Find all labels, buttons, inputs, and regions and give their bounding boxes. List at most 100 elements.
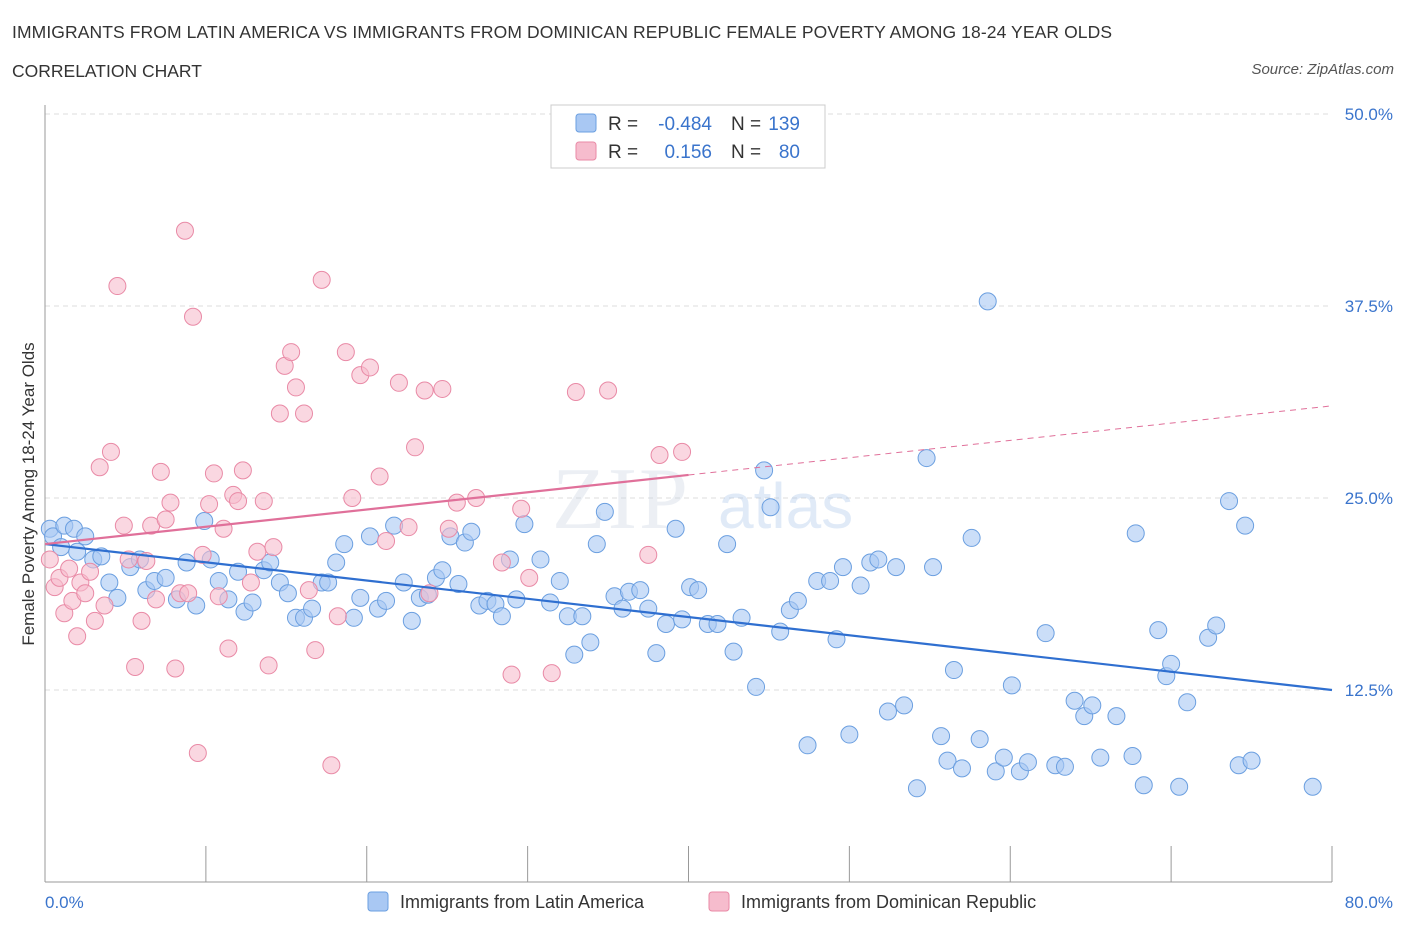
latin-america-point-115 (1002, 676, 1021, 695)
stats-r-label-blue: R = (608, 114, 638, 135)
latin-america-point-29 (278, 584, 297, 603)
dominican-republic-point-55 (336, 343, 355, 362)
dominican-republic-point-21 (147, 590, 166, 609)
dominican-republic-point-42 (254, 492, 273, 511)
series-latin-america-points (40, 292, 1322, 798)
dominican-republic-point-67 (439, 519, 458, 538)
latin-america-point-62 (550, 571, 569, 590)
stats-r-label-pink: R = (608, 142, 638, 163)
dominican-republic-point-40 (241, 573, 260, 592)
dominican-republic-point-51 (306, 641, 325, 660)
dominican-republic-point-79 (673, 442, 692, 461)
dominican-republic-point-25 (166, 659, 185, 678)
dominican-republic-point-52 (312, 270, 331, 289)
dominican-republic-point-33 (204, 464, 223, 483)
y-tick-label-2: 37.5% (1345, 297, 1393, 316)
latin-america-point-19 (195, 512, 214, 531)
latin-america-point-131 (1162, 654, 1181, 673)
stats-legend-swatch-blue (575, 113, 597, 133)
latin-america-point-86 (755, 461, 774, 480)
dominican-republic-point-38 (229, 492, 248, 511)
latin-america-point-124 (1091, 748, 1110, 767)
dominican-republic-point-63 (406, 438, 425, 457)
latin-america-point-123 (1083, 696, 1102, 715)
legend-label-latin-america: Immigrants from Latin America (400, 892, 645, 912)
dominican-republic-point-29 (184, 307, 203, 326)
latin-america-point-117 (1018, 753, 1037, 772)
dominican-republic-point-24 (161, 493, 180, 512)
dominican-republic-point-56 (343, 489, 362, 507)
latin-america-point-114 (994, 748, 1013, 767)
dominican-republic-point-9 (81, 562, 100, 581)
trend-lines (44, 405, 1333, 692)
latin-america-point-79 (689, 581, 708, 600)
latin-america-point-17 (177, 553, 196, 572)
y-tick-label-0: 12.5% (1345, 681, 1393, 700)
legend-swatch-latin-america (367, 891, 389, 912)
latin-america-point-36 (335, 535, 354, 554)
dominican-republic-point-43 (259, 656, 278, 675)
latin-america-point-8 (92, 547, 111, 566)
latin-america-point-127 (1126, 524, 1145, 543)
latin-america-point-81 (708, 614, 727, 633)
latin-america-point-93 (821, 571, 840, 590)
dominican-republic-point-58 (360, 358, 379, 377)
latin-america-point-65 (573, 607, 592, 626)
latin-america-point-34 (319, 573, 338, 592)
chart-subtitle: CORRELATION CHART (12, 61, 202, 81)
dominican-republic-point-74 (542, 664, 561, 683)
dominican-republic-point-17 (126, 657, 145, 676)
y-axis-title: Female Poverty Among 18-24 Year Olds (19, 342, 38, 645)
dominican-republic-point-12 (95, 596, 114, 615)
dominican-republic-point-64 (415, 381, 434, 400)
latin-america-point-60 (531, 550, 550, 569)
dominican-republic-point-35 (214, 519, 233, 538)
latin-america-point-101 (887, 558, 906, 577)
dominican-republic-point-15 (114, 516, 133, 535)
latin-america-point-96 (840, 725, 859, 744)
trend-line-latin-america (44, 542, 1333, 692)
dominican-republic-point-76 (599, 381, 618, 400)
dominican-republic-point-54 (328, 607, 347, 626)
latin-america-point-125 (1107, 707, 1126, 726)
latin-america-point-120 (1055, 757, 1074, 776)
latin-america-point-90 (788, 591, 807, 610)
latin-america-point-129 (1149, 621, 1168, 640)
stats-n-value-pink: 80 (779, 142, 800, 163)
latin-america-point-103 (907, 779, 926, 798)
latin-america-point-139 (1242, 751, 1261, 770)
watermark-zip: ZIP (552, 451, 690, 548)
chart-title: IMMIGRANTS FROM LATIN AMERICA VS IMMIGRA… (12, 22, 1113, 42)
latin-america-point-102 (895, 696, 914, 715)
latin-america-point-112 (978, 292, 997, 311)
dominican-republic-point-41 (248, 542, 267, 561)
trend-line-dominican-republic-extension (688, 405, 1333, 476)
latin-america-point-128 (1134, 776, 1153, 795)
stats-legend-swatch-pink (575, 141, 597, 161)
dominican-republic-point-45 (270, 404, 289, 423)
dominican-republic-point-4 (60, 559, 79, 578)
latin-america-point-109 (952, 759, 971, 778)
x-ticks (205, 846, 1333, 882)
latin-america-point-64 (565, 645, 584, 664)
latin-america-point-32 (303, 599, 322, 618)
latin-america-point-106 (932, 727, 951, 746)
latin-america-point-91 (798, 736, 817, 755)
latin-america-point-35 (327, 553, 346, 572)
legend-label-dominican-republic: Immigrants from Dominican Republic (741, 892, 1036, 912)
latin-america-point-39 (360, 527, 379, 546)
dominican-republic-point-39 (233, 461, 252, 480)
latin-america-point-83 (724, 642, 743, 661)
dominican-republic-point-61 (389, 373, 408, 392)
dominican-republic-point-13 (101, 442, 120, 461)
dominican-republic-point-36 (219, 639, 238, 658)
dominican-republic-point-28 (179, 584, 198, 603)
dominican-republic-point-10 (85, 611, 104, 630)
dominican-republic-point-59 (370, 467, 389, 486)
dominican-republic-point-75 (566, 383, 585, 402)
dominican-republic-point-32 (200, 495, 219, 514)
dominican-republic-point-11 (90, 458, 109, 477)
source-label: Source: ZipAtlas.com (1251, 61, 1394, 78)
latin-america-point-44 (402, 611, 421, 630)
latin-america-point-121 (1065, 691, 1084, 710)
